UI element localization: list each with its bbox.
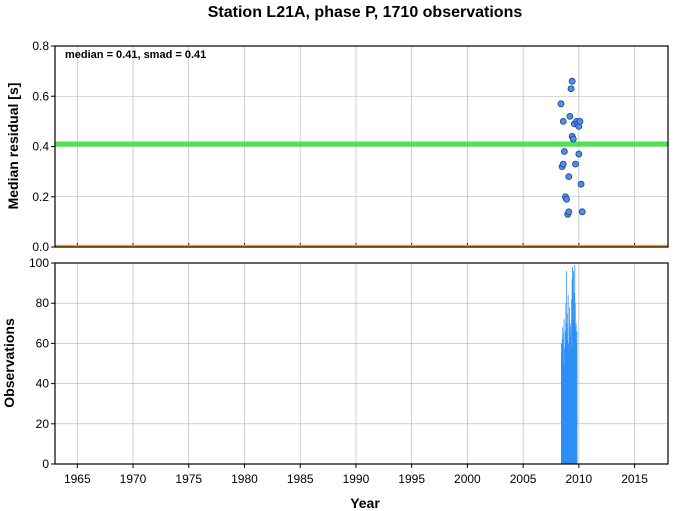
residual-point-20 <box>576 117 584 125</box>
residual-point-10 <box>566 112 574 120</box>
observations-bar-10 <box>565 303 567 464</box>
residual-ytick-label-1: 0.2 <box>32 190 49 204</box>
residual-point-1 <box>559 117 567 125</box>
residual-point-3 <box>559 160 567 168</box>
observations-bar-12 <box>566 323 568 464</box>
residual-point-8 <box>565 208 573 216</box>
residual-point-23 <box>578 208 586 216</box>
observations-bar-22 <box>570 347 572 464</box>
observations-bar-9 <box>565 331 566 464</box>
observations-bar-16 <box>568 343 569 464</box>
observations-bar-26 <box>572 287 574 464</box>
observations-bar-27 <box>573 271 574 464</box>
observations-bar-2 <box>561 339 563 464</box>
observations-bar-1 <box>561 353 563 464</box>
obs-ytick-label-0: 0 <box>42 457 49 471</box>
residual-ytick-label-3: 0.6 <box>32 89 49 103</box>
xtick-label-4: 1985 <box>287 472 314 486</box>
observations-bar-35 <box>576 331 578 464</box>
observations-bar-31 <box>574 303 576 464</box>
residual-point-14 <box>569 135 577 143</box>
observations-bar-0 <box>561 343 562 464</box>
observations-bar-34 <box>576 343 577 464</box>
x-ticks: 1965 1970 1975 1980 1985 1990 1995 2000 2005 2010… <box>64 464 648 486</box>
observations-bar-32 <box>575 329 577 464</box>
obs-ytick-label-2: 40 <box>36 377 50 391</box>
residual-point-22 <box>577 180 585 188</box>
observations-bar-7 <box>564 367 565 464</box>
observations-bar-13 <box>566 339 568 464</box>
xtick-label-2: 1975 <box>175 472 202 486</box>
observations-y-axis-label: Observations <box>1 318 17 408</box>
x-axis-label: Year <box>350 495 380 511</box>
residual-ytick-label-0: 0.0 <box>32 240 49 254</box>
residual-point-9 <box>565 173 573 181</box>
observations-bar-21 <box>570 323 572 464</box>
xtick-label-7: 2000 <box>454 472 481 486</box>
residual-point-4 <box>560 148 568 155</box>
observations-bar-8 <box>564 347 566 464</box>
residual-point-11 <box>567 85 575 93</box>
obs-ytick-label-5: 100 <box>29 256 49 270</box>
observations-bar-17 <box>568 353 570 464</box>
xtick-label-6: 1995 <box>398 472 425 486</box>
chart-title: Station L21A, phase P, 1710 observations <box>208 4 523 21</box>
observations-bar-33 <box>575 323 577 464</box>
observations-bar-29 <box>573 293 575 464</box>
observations-bar-25 <box>572 267 573 464</box>
residual-point-12 <box>568 77 576 85</box>
xtick-label-5: 1990 <box>343 472 370 486</box>
obs-ytick-label-4: 80 <box>36 296 50 310</box>
observations-bar-11 <box>565 271 567 464</box>
xtick-label-9: 2010 <box>565 472 592 486</box>
observations-panel: 0 20 40 60 80 100 1965 1970 1975 1980 1985 1990 199… <box>1 256 669 511</box>
observations-bar-4 <box>562 363 564 464</box>
observations-bar-6 <box>563 319 565 464</box>
observations-bar-18 <box>569 307 570 464</box>
residual-points <box>557 77 586 218</box>
obs-ytick-label-3: 60 <box>36 336 50 350</box>
observations-bar-14 <box>567 313 569 464</box>
residual-point-16 <box>572 160 579 168</box>
residual-point-6 <box>563 195 570 203</box>
xtick-label-0: 1965 <box>64 472 91 486</box>
residual-gridlines <box>55 45 668 248</box>
observations-bar-19 <box>569 327 571 464</box>
observations-bar-30 <box>574 265 576 464</box>
observations-bars <box>561 265 578 464</box>
residual-panel: 0.0 0.2 0.4 0.6 0.8 median = 0.41, smad = 0.… <box>5 39 669 254</box>
observations-bar-23 <box>571 299 573 464</box>
observations-y-ticks: 0 20 40 60 80 100 <box>29 256 55 471</box>
median-annotation: median = 0.41, smad = 0.41 <box>65 49 206 61</box>
observations-frame <box>54 262 669 465</box>
observations-bar-20 <box>569 335 571 464</box>
observations-bar-5 <box>563 333 565 464</box>
observations-bar-15 <box>567 295 569 464</box>
observations-bar-24 <box>571 279 573 464</box>
obs-ytick-label-1: 20 <box>36 417 50 431</box>
xtick-label-1: 1970 <box>120 472 147 486</box>
residual-point-21 <box>575 150 583 158</box>
observations-bar-3 <box>562 327 564 464</box>
residual-frame <box>54 45 669 248</box>
residual-y-ticks: 0.0 0.2 0.4 0.6 0.8 <box>32 39 55 254</box>
residual-y-axis-label: Median residual [s] <box>5 83 21 210</box>
residual-point-0 <box>557 100 565 108</box>
residual-ytick-label-4: 0.8 <box>32 39 49 53</box>
xtick-label-10: 2015 <box>621 472 648 486</box>
xtick-label-3: 1980 <box>231 472 258 486</box>
residual-ytick-label-2: 0.4 <box>32 140 49 154</box>
xtick-label-8: 2005 <box>510 472 537 486</box>
observations-bar-28 <box>573 319 575 464</box>
